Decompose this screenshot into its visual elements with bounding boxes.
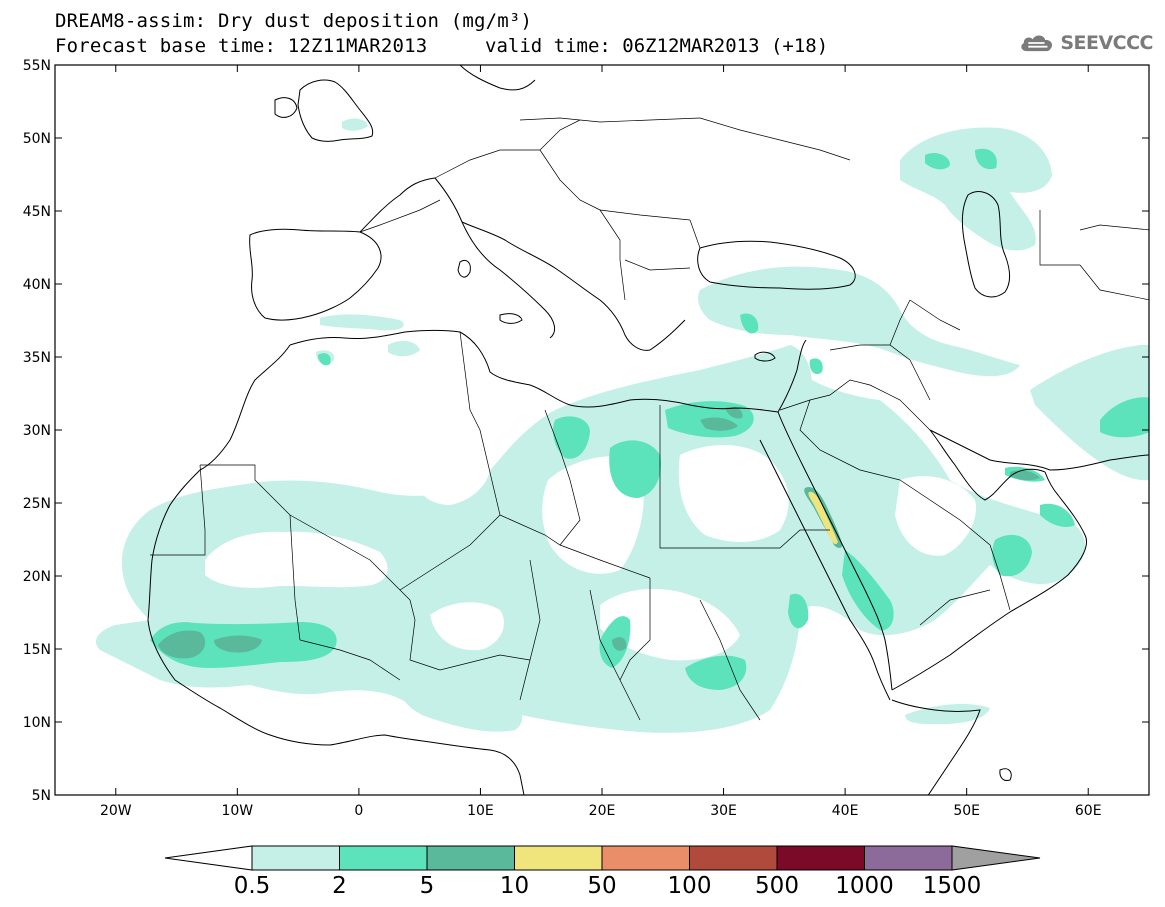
- lat-label: 10N: [23, 715, 51, 731]
- country-borders: [150, 117, 1149, 721]
- colorbar-label: 10: [500, 873, 529, 899]
- forecast-base-time: Forecast base time: 12Z11MAR2013: [55, 35, 428, 57]
- lat-label: 40N: [23, 277, 51, 293]
- lat-label: 55N: [23, 58, 51, 74]
- colorbar-box: [776, 845, 865, 871]
- lon-label: 20E: [589, 803, 616, 819]
- colorbar-box: [864, 845, 953, 871]
- deposition-level-4: [804, 486, 843, 548]
- lon-label: 60E: [1075, 803, 1102, 819]
- deposition-level-3: [158, 406, 1040, 659]
- colorbar-label: 1500: [923, 873, 982, 899]
- lat-label: 45N: [23, 204, 51, 220]
- lon-label: 50E: [953, 803, 980, 819]
- lon-label: 30E: [710, 803, 737, 819]
- cloud-icon: [1021, 35, 1053, 52]
- colorbar-box: [514, 845, 603, 871]
- lon-label: 20W: [100, 803, 132, 819]
- colorbar-box: [601, 845, 690, 871]
- colorbar-label: 500: [755, 873, 799, 899]
- colorbar-label: 50: [587, 873, 616, 899]
- colorbar: 0.5 2 5 10 50 100 500 1000 1500: [164, 845, 1041, 899]
- colorbar-under-triangle: [164, 845, 253, 871]
- lon-label: 10W: [221, 803, 253, 819]
- latitude-ticks: [55, 64, 1149, 796]
- lat-label: 20N: [23, 569, 51, 585]
- colorbar-over-triangle: [951, 845, 1041, 871]
- colorbar-label: 2: [332, 873, 347, 899]
- lat-label: 25N: [23, 496, 51, 512]
- lat-label: 5N: [32, 788, 51, 804]
- valid-time: valid time: 06Z12MAR2013 (+18): [485, 35, 829, 57]
- lon-label: 40E: [832, 803, 859, 819]
- lat-label: 15N: [23, 642, 51, 658]
- colorbar-box: [251, 845, 340, 871]
- longitude-labels: 20W 10W 0 10E 20E 30E 40E 50E 60E: [100, 803, 1102, 819]
- coastlines: [147, 65, 1149, 795]
- colorbar-label: 1000: [835, 873, 894, 899]
- colorbar-boxes: [251, 845, 953, 871]
- lat-label: 35N: [23, 350, 51, 366]
- longitude-ticks: [115, 65, 1089, 795]
- colorbar-label: 100: [668, 873, 712, 899]
- logo-text: SEEVCCC: [1060, 32, 1153, 54]
- colorbar-box: [689, 845, 778, 871]
- latitude-labels: 55N 50N 45N 40N 35N 30N 25N 20N 15N 10N 5N: [23, 58, 51, 804]
- seevccc-logo: SEEVCCC: [1018, 26, 1153, 60]
- lon-label: 0: [354, 803, 363, 819]
- map-title: DREAM8-assim: Dry dust deposition (mg/m³…: [55, 10, 533, 32]
- colorbar-box: [426, 845, 515, 871]
- lat-label: 30N: [23, 423, 51, 439]
- map-area: [95, 65, 1149, 795]
- colorbar-label: 5: [420, 873, 435, 899]
- colorbar-labels: 0.5 2 5 10 50 100 500 1000 1500: [234, 873, 982, 899]
- lon-label: 10E: [467, 803, 494, 819]
- colorbar-box: [339, 845, 428, 871]
- colorbar-label: 0.5: [234, 873, 271, 899]
- lat-label: 50N: [23, 131, 51, 147]
